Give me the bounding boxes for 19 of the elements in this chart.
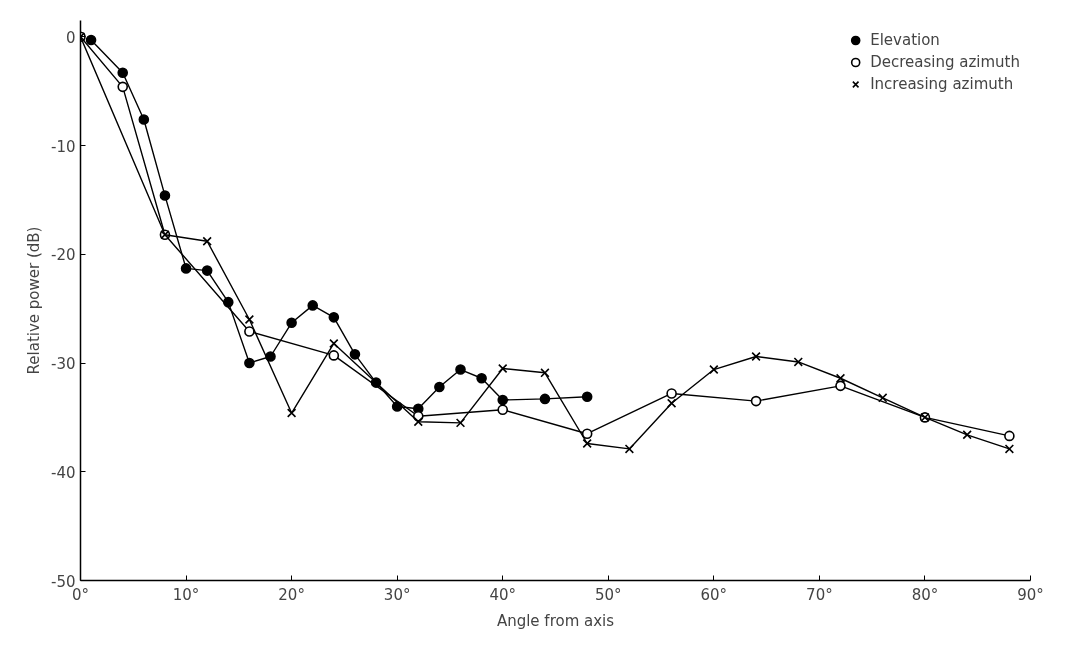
y-axis-title: Relative power (dB): [25, 226, 43, 375]
legend-label: Increasing azimuth: [870, 74, 1014, 94]
x-tick-label: 60°: [700, 585, 728, 604]
x-tick-label: 20°: [278, 585, 305, 604]
x-axis-title: Angle from axis: [496, 611, 615, 630]
legend-label: Decreasing azimuth: [870, 52, 1020, 72]
x-tick-label: 70°: [806, 585, 833, 604]
y-tick-label: -30: [51, 355, 76, 374]
y-tick-label: -10: [51, 137, 76, 156]
x-tick-label: 50°: [594, 585, 622, 604]
x-tick-label: 80°: [911, 585, 939, 604]
x-tick-label: 10°: [172, 585, 200, 604]
y-tick-label: -40: [51, 463, 76, 482]
y-tick-label: -20: [51, 246, 76, 265]
x-tick-label: 30°: [383, 585, 411, 604]
legend-label: Elevation: [870, 30, 940, 50]
x-tick-label: 40°: [489, 585, 517, 604]
x-tick-label: 90°: [1017, 585, 1044, 604]
y-tick-label: 0: [65, 28, 76, 47]
